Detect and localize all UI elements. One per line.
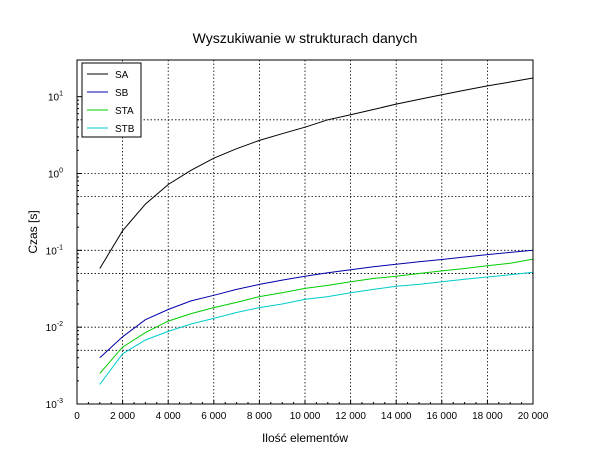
x-axis-label: Ilość elementów (262, 431, 348, 445)
y-tick-label: 101 (48, 91, 63, 104)
x-tick-label: 12 000 (335, 411, 366, 422)
y-tick-label: 10-3 (46, 398, 63, 411)
x-tick-label: 18 000 (472, 411, 503, 422)
y-tick-label: 10-2 (46, 321, 63, 334)
grid (77, 60, 533, 404)
series-line-stb (99, 271, 534, 385)
y-axis-label: Czas [s] (26, 210, 40, 253)
y-axis: 10-3 10-2 10-1 100 101 (46, 91, 82, 411)
series-line-sa (99, 77, 534, 269)
x-tick-label: 10 000 (290, 411, 321, 422)
plot-lines (99, 77, 534, 385)
y-tick-label: 100 (48, 167, 63, 180)
y-tick-label: 10-1 (46, 244, 63, 257)
legend: SA SB STA STB (81, 62, 142, 138)
legend-box (81, 62, 142, 138)
x-axis: 0 2 000 4 000 6 000 8 000 10 000 12 000 14 000 1… (74, 400, 549, 422)
series-line-sb (99, 249, 534, 359)
series-line-sta (99, 258, 534, 374)
x-tick-label: 16 000 (427, 411, 458, 422)
legend-label-sa: SA (115, 70, 129, 81)
x-tick-label: 0 (74, 411, 80, 422)
legend-label-stb: STB (115, 124, 135, 135)
legend-label-sta: STA (115, 106, 134, 117)
x-tick-label: 2 000 (110, 411, 135, 422)
x-tick-label: 20 000 (518, 411, 549, 422)
x-tick-label: 8 000 (247, 411, 272, 422)
x-tick-label: 14 000 (381, 411, 412, 422)
chart-title: Wyszukiwanie w strukturach danych (193, 30, 418, 46)
x-tick-label: 6 000 (201, 411, 226, 422)
legend-label-sb: SB (115, 88, 129, 99)
x-tick-label: 4 000 (156, 411, 181, 422)
